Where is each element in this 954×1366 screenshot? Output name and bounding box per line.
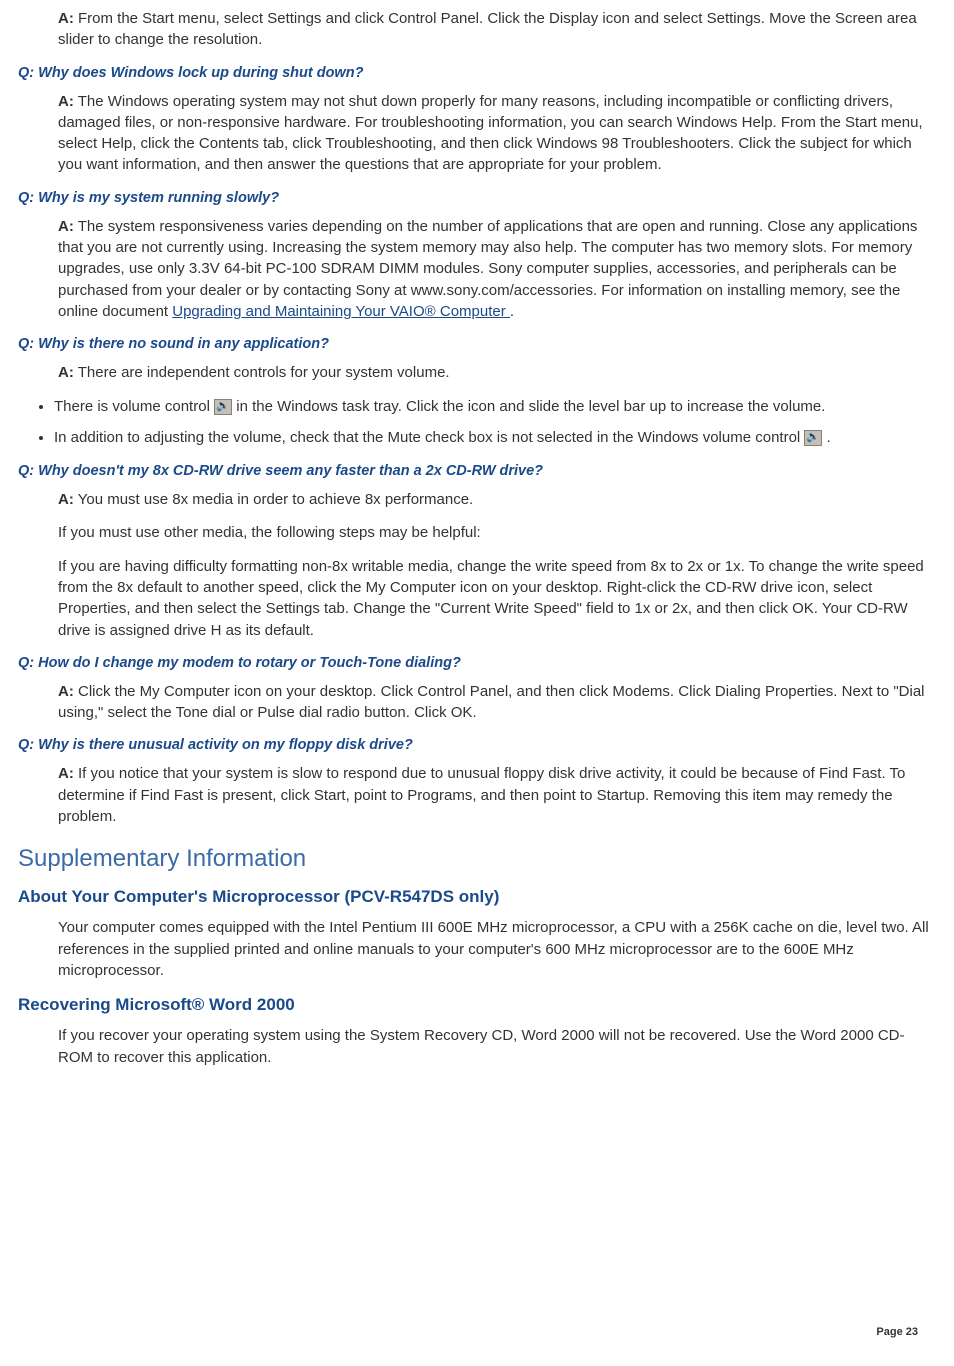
answer-resolution: A: From the Start menu, select Settings … bbox=[58, 8, 936, 51]
answer-text: There are independent controls for your … bbox=[74, 364, 450, 381]
page-number: Page 23 bbox=[876, 1326, 918, 1338]
upgrade-vaio-link[interactable]: Upgrading and Maintaining Your VAIO® Com… bbox=[172, 303, 510, 320]
microprocessor-heading: About Your Computer's Microprocessor (PC… bbox=[18, 887, 936, 907]
answer-cdrw-1: A: You must use 8x media in order to ach… bbox=[58, 489, 936, 510]
answer-slow: A: The system responsiveness varies depe… bbox=[58, 216, 936, 322]
bullet-text-post: in the Windows task tray. Click the icon… bbox=[232, 398, 825, 415]
answer-text: The Windows operating system may not shu… bbox=[58, 93, 923, 174]
bullet-text-pre: In addition to adjusting the volume, che… bbox=[54, 429, 804, 446]
answer-prefix: A: bbox=[58, 93, 74, 110]
sound-bullet-list: There is volume control in the Windows t… bbox=[36, 396, 936, 450]
volume-icon bbox=[214, 399, 232, 415]
list-item: In addition to adjusting the volume, che… bbox=[54, 427, 936, 449]
list-item: There is volume control in the Windows t… bbox=[54, 396, 936, 418]
answer-floppy: A: If you notice that your system is slo… bbox=[58, 763, 936, 827]
answer-text: Click the My Computer icon on your deskt… bbox=[58, 683, 925, 721]
supplementary-heading: Supplementary Information bbox=[18, 845, 936, 873]
question-sound: Q: Why is there no sound in any applicat… bbox=[18, 336, 936, 352]
question-modem: Q: How do I change my modem to rotary or… bbox=[18, 655, 936, 671]
question-cdrw: Q: Why doesn't my 8x CD-RW drive seem an… bbox=[18, 463, 936, 479]
answer-prefix: A: bbox=[58, 10, 74, 27]
answer-prefix: A: bbox=[58, 765, 74, 782]
microprocessor-body: Your computer comes equipped with the In… bbox=[58, 917, 936, 981]
answer-prefix: A: bbox=[58, 491, 74, 508]
volume-icon bbox=[804, 430, 822, 446]
answer-text: You must use 8x media in order to achiev… bbox=[74, 491, 473, 508]
word2000-body: If you recover your operating system usi… bbox=[58, 1025, 936, 1068]
answer-cdrw-2: If you must use other media, the followi… bbox=[58, 522, 936, 543]
bullet-text-post: . bbox=[822, 429, 830, 446]
page-container: A: From the Start menu, select Settings … bbox=[18, 8, 936, 1348]
question-floppy: Q: Why is there unusual activity on my f… bbox=[18, 737, 936, 753]
answer-prefix: A: bbox=[58, 683, 74, 700]
answer-modem: A: Click the My Computer icon on your de… bbox=[58, 681, 936, 724]
answer-prefix: A: bbox=[58, 218, 74, 235]
answer-text: If you notice that your system is slow t… bbox=[58, 765, 905, 825]
word2000-heading: Recovering Microsoft® Word 2000 bbox=[18, 995, 936, 1015]
answer-text-post: . bbox=[510, 303, 514, 320]
answer-prefix: A: bbox=[58, 364, 74, 381]
question-slow: Q: Why is my system running slowly? bbox=[18, 190, 936, 206]
bullet-text-pre: There is volume control bbox=[54, 398, 214, 415]
answer-sound: A: There are independent controls for yo… bbox=[58, 362, 936, 383]
question-lockup: Q: Why does Windows lock up during shut … bbox=[18, 65, 936, 81]
answer-lockup: A: The Windows operating system may not … bbox=[58, 91, 936, 176]
answer-text: From the Start menu, select Settings and… bbox=[58, 10, 917, 48]
answer-cdrw-3: If you are having difficulty formatting … bbox=[58, 556, 936, 641]
